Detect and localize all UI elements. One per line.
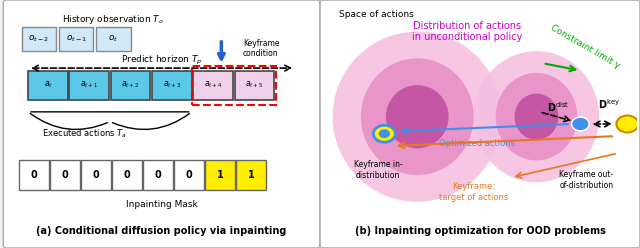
- Text: Predict horizon $T_p$: Predict horizon $T_p$: [121, 54, 202, 67]
- FancyBboxPatch shape: [69, 70, 109, 100]
- FancyBboxPatch shape: [320, 0, 640, 248]
- Ellipse shape: [386, 85, 449, 148]
- Ellipse shape: [496, 73, 577, 160]
- Text: $a_{t+1}$: $a_{t+1}$: [80, 80, 99, 90]
- FancyBboxPatch shape: [19, 160, 49, 190]
- Text: $o_{t-1}$: $o_{t-1}$: [66, 34, 87, 44]
- Circle shape: [379, 129, 390, 138]
- FancyBboxPatch shape: [3, 0, 320, 248]
- FancyBboxPatch shape: [22, 27, 56, 51]
- Text: Keyframe:
target of actions: Keyframe: target of actions: [439, 182, 508, 202]
- Text: $a_{t+3}$: $a_{t+3}$: [163, 80, 181, 90]
- FancyBboxPatch shape: [152, 70, 192, 100]
- Text: Inpainting Mask: Inpainting Mask: [125, 200, 198, 209]
- FancyBboxPatch shape: [28, 70, 68, 100]
- Circle shape: [572, 117, 589, 131]
- FancyBboxPatch shape: [112, 160, 142, 190]
- FancyBboxPatch shape: [81, 160, 111, 190]
- Text: 0: 0: [93, 170, 99, 180]
- Ellipse shape: [333, 32, 502, 202]
- Text: $a_{t+2}$: $a_{t+2}$: [122, 80, 140, 90]
- FancyBboxPatch shape: [174, 160, 204, 190]
- FancyBboxPatch shape: [143, 160, 173, 190]
- Circle shape: [616, 116, 638, 132]
- Text: $\mathbf{D}^{\mathrm{key}}$: $\mathbf{D}^{\mathrm{key}}$: [598, 98, 620, 111]
- Text: $o_t$: $o_t$: [108, 34, 118, 44]
- FancyBboxPatch shape: [50, 160, 80, 190]
- Circle shape: [373, 125, 396, 142]
- Text: (b) Inpainting optimization for OOD problems: (b) Inpainting optimization for OOD prob…: [355, 226, 605, 236]
- FancyBboxPatch shape: [111, 70, 150, 100]
- Text: (a) Conditional diffusion policy via inpainting: (a) Conditional diffusion policy via inp…: [36, 226, 287, 236]
- FancyBboxPatch shape: [205, 160, 235, 190]
- Text: 1: 1: [217, 170, 223, 180]
- Text: $a_{t+4}$: $a_{t+4}$: [204, 80, 222, 90]
- Text: Space of actions: Space of actions: [339, 10, 413, 19]
- FancyBboxPatch shape: [193, 70, 233, 100]
- FancyBboxPatch shape: [236, 160, 266, 190]
- Text: 0: 0: [186, 170, 193, 180]
- Text: $\mathbf{D}^{\mathrm{dist}}$: $\mathbf{D}^{\mathrm{dist}}$: [547, 100, 570, 114]
- Text: Keyframe
condition: Keyframe condition: [243, 39, 280, 58]
- Text: 0: 0: [155, 170, 161, 180]
- Text: 1: 1: [248, 170, 255, 180]
- FancyBboxPatch shape: [234, 70, 275, 100]
- Text: History observation $T_o$: History observation $T_o$: [62, 13, 164, 26]
- Text: $o_{t-2}$: $o_{t-2}$: [28, 34, 49, 44]
- Text: $a_t$: $a_t$: [44, 80, 52, 90]
- Text: Optimized actions: Optimized actions: [439, 139, 515, 148]
- FancyBboxPatch shape: [97, 27, 131, 51]
- Ellipse shape: [515, 94, 558, 140]
- Ellipse shape: [361, 58, 474, 175]
- Text: Executed actions $T_a$: Executed actions $T_a$: [42, 127, 127, 140]
- Text: Keyframe out-
of-distribution: Keyframe out- of-distribution: [559, 170, 614, 190]
- Text: Keyframe in-
distribution: Keyframe in- distribution: [354, 160, 403, 180]
- Ellipse shape: [474, 51, 599, 182]
- Text: 0: 0: [124, 170, 131, 180]
- Text: $a_{t+5}$: $a_{t+5}$: [245, 80, 264, 90]
- Text: Distribution of actions
in unconditional policy: Distribution of actions in unconditional…: [412, 21, 523, 42]
- Text: 0: 0: [31, 170, 37, 180]
- Text: Constraint limit γ: Constraint limit γ: [549, 23, 621, 70]
- Text: 0: 0: [61, 170, 68, 180]
- FancyBboxPatch shape: [59, 27, 93, 51]
